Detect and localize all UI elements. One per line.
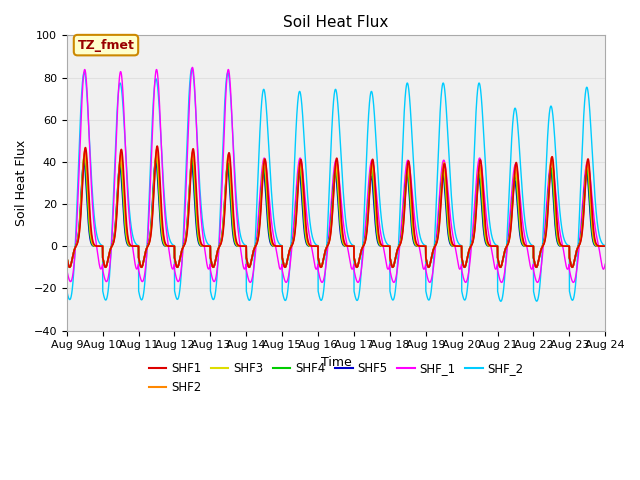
Line: SHF4: SHF4 — [67, 157, 605, 267]
SHF1 — [572, 250, 580, 256]
Line: SHF5: SHF5 — [67, 160, 605, 267]
SHF2 — [63, 254, 70, 260]
Text: TZ_fmet: TZ_fmet — [77, 38, 134, 52]
SHF4 — [81, 154, 88, 160]
SHF_2 — [602, 243, 609, 249]
SHF4 — [572, 250, 580, 256]
Title: Soil Heat Flux: Soil Heat Flux — [284, 15, 388, 30]
SHF3 — [579, 220, 586, 226]
SHF2 — [572, 250, 580, 256]
SHF_1 — [602, 261, 609, 267]
SHF2 — [602, 243, 609, 249]
SHF4 — [602, 243, 609, 249]
Line: SHF_1: SHF_1 — [67, 67, 605, 282]
SHF3 — [456, 243, 464, 249]
SHF1 — [154, 143, 161, 149]
SHF2 — [456, 243, 464, 249]
SHF5 — [152, 157, 159, 163]
SHF5 — [246, 264, 253, 269]
SHF5 — [602, 243, 609, 249]
SHF_2 — [318, 297, 326, 303]
Y-axis label: Soil Heat Flux: Soil Heat Flux — [15, 140, 28, 226]
SHF_2 — [472, 118, 479, 123]
Line: SHF2: SHF2 — [67, 149, 605, 267]
SHF5 — [572, 250, 580, 256]
SHF2 — [579, 222, 586, 228]
SHF_2 — [497, 299, 504, 304]
SHF_2 — [572, 276, 580, 282]
SHF_1 — [498, 279, 506, 285]
SHF4 — [246, 264, 253, 269]
Line: SHF1: SHF1 — [67, 146, 605, 267]
SHF3 — [81, 150, 88, 156]
Legend: SHF1, SHF2, SHF3, SHF4, SHF5, SHF_1, SHF_2: SHF1, SHF2, SHF3, SHF4, SHF5, SHF_1, SHF… — [144, 357, 528, 398]
Line: SHF3: SHF3 — [67, 153, 605, 267]
SHF2 — [153, 146, 161, 152]
SHF_1 — [579, 198, 586, 204]
SHF5 — [579, 215, 586, 221]
SHF_2 — [246, 297, 253, 303]
SHF_1 — [246, 279, 253, 285]
SHF1 — [246, 264, 253, 269]
SHF5 — [472, 209, 479, 215]
SHF3 — [318, 264, 326, 269]
X-axis label: Time: Time — [321, 356, 351, 369]
SHF_1 — [189, 64, 196, 70]
SHF_1 — [472, 187, 479, 193]
SHF2 — [318, 264, 326, 269]
SHF5 — [318, 264, 326, 269]
SHF3 — [572, 250, 580, 256]
SHF1 — [63, 254, 70, 260]
SHF4 — [497, 264, 504, 270]
SHF5 — [63, 254, 70, 260]
SHF3 — [246, 264, 253, 269]
SHF4 — [318, 264, 326, 269]
Line: SHF_2: SHF_2 — [67, 68, 605, 301]
SHF4 — [579, 217, 586, 223]
SHF2 — [246, 264, 253, 269]
SHF4 — [63, 254, 70, 260]
SHF4 — [456, 243, 464, 249]
SHF3 — [63, 254, 70, 260]
SHF_1 — [572, 272, 580, 277]
SHF_2 — [188, 65, 196, 71]
SHF3 — [497, 264, 504, 270]
SHF1 — [318, 264, 326, 269]
SHF_2 — [456, 242, 464, 248]
SHF_2 — [63, 288, 70, 293]
SHF_1 — [456, 266, 464, 272]
SHF2 — [497, 264, 504, 270]
SHF4 — [472, 211, 479, 217]
SHF3 — [602, 243, 609, 249]
SHF1 — [579, 224, 586, 230]
SHF_1 — [63, 267, 70, 273]
SHF2 — [472, 216, 479, 221]
SHF1 — [456, 243, 464, 249]
SHF5 — [497, 264, 504, 270]
SHF1 — [472, 216, 479, 222]
SHF5 — [456, 243, 464, 249]
SHF3 — [472, 213, 479, 218]
SHF_1 — [318, 279, 326, 285]
SHF_2 — [579, 134, 586, 140]
SHF1 — [602, 243, 609, 249]
SHF1 — [425, 264, 433, 270]
